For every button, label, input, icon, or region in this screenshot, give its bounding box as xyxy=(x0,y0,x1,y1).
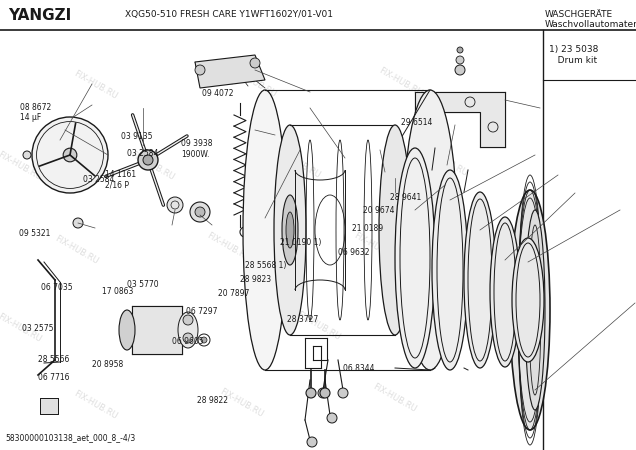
Ellipse shape xyxy=(338,388,348,398)
Ellipse shape xyxy=(307,437,317,447)
Ellipse shape xyxy=(201,337,207,343)
Text: FIX-HUB.RU: FIX-HUB.RU xyxy=(422,146,469,178)
Ellipse shape xyxy=(490,217,520,367)
Polygon shape xyxy=(195,55,265,88)
Ellipse shape xyxy=(119,310,135,350)
Ellipse shape xyxy=(379,125,411,335)
Ellipse shape xyxy=(395,148,435,368)
Ellipse shape xyxy=(403,90,457,370)
Text: 03 9135: 03 9135 xyxy=(121,132,153,141)
Text: FIX-HUB.RU: FIX-HUB.RU xyxy=(218,387,265,419)
Text: XQG50-510 FRESH CARE Y1WFT1602Y/01-V01: XQG50-510 FRESH CARE Y1WFT1602Y/01-V01 xyxy=(125,10,333,19)
Ellipse shape xyxy=(457,47,463,53)
Ellipse shape xyxy=(143,155,153,165)
Text: FIX-HUB.RU: FIX-HUB.RU xyxy=(72,389,119,421)
Text: 28 5568 1): 28 5568 1) xyxy=(245,261,286,270)
Text: 06 9632: 06 9632 xyxy=(338,248,370,256)
Text: 20 9674: 20 9674 xyxy=(363,206,394,215)
Ellipse shape xyxy=(243,90,287,370)
Ellipse shape xyxy=(274,125,306,335)
Text: FIX-HUB.RU: FIX-HUB.RU xyxy=(0,311,43,344)
Text: 28 3727: 28 3727 xyxy=(287,315,319,324)
Text: 06 7716: 06 7716 xyxy=(38,374,70,382)
Text: 03 2584: 03 2584 xyxy=(127,148,158,157)
Text: FIX-HUB.RU: FIX-HUB.RU xyxy=(352,230,399,263)
Ellipse shape xyxy=(525,210,545,410)
Text: FIX-HUB.RU: FIX-HUB.RU xyxy=(205,231,252,264)
Text: FIX-HUB.RU: FIX-HUB.RU xyxy=(441,306,488,338)
Text: FIX-HUB.RU: FIX-HUB.RU xyxy=(294,310,342,342)
Ellipse shape xyxy=(250,58,260,68)
Text: 08 8672
14 µF: 08 8672 14 µF xyxy=(20,103,52,122)
Ellipse shape xyxy=(432,170,468,370)
Ellipse shape xyxy=(282,195,298,265)
Ellipse shape xyxy=(178,312,198,348)
Text: FIX-HUB.RU: FIX-HUB.RU xyxy=(0,150,43,183)
Text: 28 9823: 28 9823 xyxy=(240,274,272,284)
Text: 09 5321: 09 5321 xyxy=(19,230,50,238)
Text: 28 9822: 28 9822 xyxy=(197,396,228,405)
Ellipse shape xyxy=(286,212,294,248)
Text: 28 9641: 28 9641 xyxy=(390,193,421,202)
Text: 03 2584: 03 2584 xyxy=(83,176,114,184)
Ellipse shape xyxy=(167,197,183,213)
Text: 06 7035: 06 7035 xyxy=(41,284,73,292)
Ellipse shape xyxy=(320,388,330,398)
Text: 28 5566: 28 5566 xyxy=(38,356,69,364)
Text: 58300000103138_aet_000_8_-4/3: 58300000103138_aet_000_8_-4/3 xyxy=(5,433,135,442)
Text: FIX-HUB.RU: FIX-HUB.RU xyxy=(129,149,176,182)
Text: 06 7297: 06 7297 xyxy=(186,307,218,316)
Text: 09 3938
1900W.: 09 3938 1900W. xyxy=(181,140,213,159)
Ellipse shape xyxy=(456,56,464,64)
Ellipse shape xyxy=(138,150,158,170)
Ellipse shape xyxy=(32,117,108,193)
Text: FIX-HUB.RU: FIX-HUB.RU xyxy=(231,67,278,99)
Text: 20 7897: 20 7897 xyxy=(218,289,249,298)
Text: FIX-HUB.RU: FIX-HUB.RU xyxy=(53,234,100,266)
Text: 1) 23 5038
   Drum kit: 1) 23 5038 Drum kit xyxy=(549,45,598,65)
Text: YANGZI: YANGZI xyxy=(8,8,71,22)
Ellipse shape xyxy=(195,207,205,217)
Ellipse shape xyxy=(183,333,193,343)
Text: 17 0863: 17 0863 xyxy=(102,287,133,296)
Ellipse shape xyxy=(73,218,83,228)
Text: WASCHGERÄTE
Waschvollautomaten: WASCHGERÄTE Waschvollautomaten xyxy=(545,10,636,29)
Text: 20 8958: 20 8958 xyxy=(92,360,123,369)
Text: FIX-HUB.RU: FIX-HUB.RU xyxy=(142,311,189,344)
Polygon shape xyxy=(40,398,58,414)
Ellipse shape xyxy=(306,388,316,398)
Ellipse shape xyxy=(512,238,544,362)
Text: 03 5770: 03 5770 xyxy=(127,280,159,289)
Text: 09 4072: 09 4072 xyxy=(202,89,234,98)
Text: 21 0189: 21 0189 xyxy=(352,224,383,233)
Text: 06 8344: 06 8344 xyxy=(343,364,375,373)
Text: FIX-HUB.RU: FIX-HUB.RU xyxy=(377,66,424,98)
Text: 14 1161
2/16 P: 14 1161 2/16 P xyxy=(105,170,136,189)
Ellipse shape xyxy=(455,65,465,75)
Ellipse shape xyxy=(464,192,496,368)
Text: 21 0190 1): 21 0190 1) xyxy=(280,238,321,247)
Ellipse shape xyxy=(327,413,337,423)
Ellipse shape xyxy=(183,315,193,325)
Polygon shape xyxy=(132,306,182,354)
Text: FIX-HUB.RU: FIX-HUB.RU xyxy=(371,382,418,414)
Text: 03 2575: 03 2575 xyxy=(22,324,54,333)
Text: FIX-HUB.RU: FIX-HUB.RU xyxy=(72,68,119,101)
Polygon shape xyxy=(415,92,505,147)
Ellipse shape xyxy=(190,202,210,222)
Ellipse shape xyxy=(195,65,205,75)
Text: 06 9605: 06 9605 xyxy=(172,337,204,346)
Text: FIX-HUB.RU: FIX-HUB.RU xyxy=(275,148,322,180)
Ellipse shape xyxy=(318,388,328,398)
Ellipse shape xyxy=(510,190,550,430)
Ellipse shape xyxy=(23,151,31,159)
Ellipse shape xyxy=(63,148,77,162)
Text: 29 6514: 29 6514 xyxy=(401,118,432,127)
